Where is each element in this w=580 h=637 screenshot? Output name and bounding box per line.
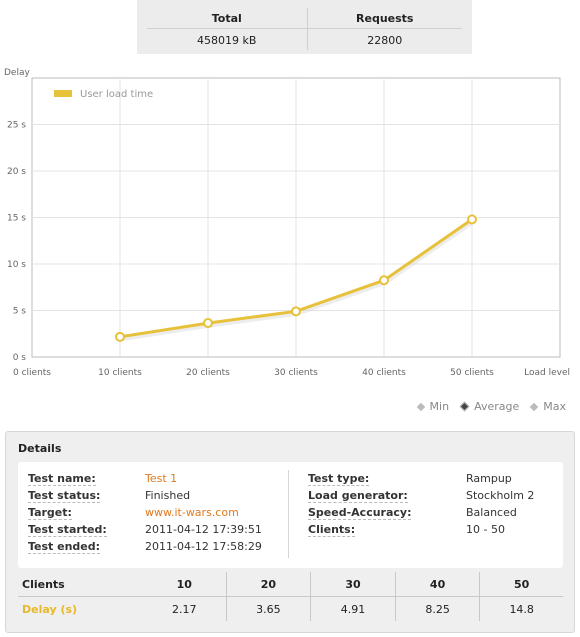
data-point (203, 318, 213, 329)
delay-chart: 0 s 5 s 10 s 15 s 20 s 25 s 0 clients 10 client… (0, 64, 580, 424)
delay-row: Delay (s) 2.17 3.65 4.91 8.25 14.8 (18, 596, 563, 621)
detail-label: Test name: (28, 472, 96, 486)
target-link[interactable]: www.it-wars.com (145, 506, 239, 519)
delay-cell: 8.25 (394, 596, 480, 621)
stats-table-wrap: Clients 10 20 30 40 50 Delay (s) 2.17 3.… (18, 572, 563, 621)
x-axis-label: Load level (524, 368, 570, 378)
detail-value: 2011-04-12 17:58:29 (145, 540, 262, 553)
detail-label: Clients: (308, 523, 356, 537)
clients-cell: 40 (394, 572, 480, 597)
detail-value: Balanced (466, 506, 517, 519)
x-tick-label: 0 clients (13, 368, 51, 378)
details-left-column: Test name: Test 1 Test status: Finished Ta… (28, 470, 262, 555)
details-title: Details (18, 442, 62, 455)
detail-label: Test ended: (28, 540, 101, 554)
delay-cell: 14.8 (479, 596, 563, 621)
toggle-average[interactable]: Average (459, 400, 520, 413)
data-point (291, 306, 301, 317)
chart-series-toggle: Min Average Max (416, 400, 566, 413)
detail-value: Rampup (466, 472, 512, 485)
diamond-icon (530, 402, 539, 411)
summary-value-requests: 22800 (367, 33, 403, 47)
clients-label: Clients (18, 572, 143, 597)
detail-label: Test type: (308, 472, 370, 486)
detail-value: Stockholm 2 (466, 489, 535, 502)
x-tick-label: 40 clients (362, 368, 406, 378)
details-right-column: Test type: Rampup Load generator: Stockhol… (308, 470, 534, 538)
detail-row: Test status: Finished (28, 487, 262, 504)
data-point (467, 214, 477, 225)
details-panel: Details Test name: Test 1 Test status: Fin… (5, 431, 575, 633)
clients-cell: 20 (225, 572, 311, 597)
summary-header-total: Total (147, 8, 308, 29)
delay-cell: 2.17 (172, 602, 197, 616)
diamond-icon (416, 402, 425, 411)
detail-value: 10 - 50 (466, 523, 505, 536)
detail-label: Speed-Accuracy: (308, 506, 412, 520)
summary-value-total: 458019 kB (147, 28, 308, 50)
data-point (379, 275, 389, 286)
delay-cell: 3.65 (225, 596, 311, 621)
details-info-box: Test name: Test 1 Test status: Finished Ta… (18, 462, 563, 568)
data-point (115, 331, 125, 342)
y-tick-label: 25 s (7, 121, 26, 131)
y-tick-label: 20 s (7, 167, 26, 177)
detail-label: Target: (28, 506, 72, 520)
delay-label: Delay (s) (22, 602, 78, 616)
y-axis-label: Delay (4, 68, 30, 78)
y-tick-label: 15 s (7, 214, 26, 224)
summary-header-requests: Requests (307, 8, 462, 29)
x-tick-label: 50 clients (450, 368, 494, 378)
stats-table: Clients 10 20 30 40 50 Delay (s) 2.17 3.… (18, 572, 563, 621)
detail-row: Test type: Rampup (308, 470, 534, 487)
detail-row: Test ended: 2011-04-12 17:58:29 (28, 538, 262, 555)
detail-value: Finished (145, 489, 191, 502)
detail-row: Test name: Test 1 (28, 470, 262, 487)
clients-row: Clients 10 20 30 40 50 (18, 572, 563, 597)
legend-label: User load time (80, 89, 153, 100)
detail-row: Load generator: Stockholm 2 (308, 487, 534, 504)
clients-cell: 50 (479, 572, 563, 597)
y-tick-label: 5 s (13, 307, 27, 317)
y-tick-label: 0 s (13, 353, 27, 363)
column-divider (288, 470, 289, 558)
toggle-max[interactable]: Max (530, 400, 566, 413)
legend-swatch (54, 90, 72, 97)
detail-row: Speed-Accuracy: Balanced (308, 504, 534, 521)
y-tick-label: 10 s (7, 260, 26, 270)
clients-cell: 10 (143, 572, 227, 597)
detail-label: Test started: (28, 523, 107, 537)
summary-table: Total Requests 458019 kB 22800 (147, 8, 462, 50)
x-tick-label: 30 clients (274, 368, 318, 378)
toggle-max-label: Max (543, 400, 566, 413)
detail-row: Target: www.it-wars.com (28, 504, 262, 521)
toggle-min-label: Min (429, 400, 450, 413)
test-name-link[interactable]: Test 1 (145, 472, 178, 485)
clients-cell: 30 (310, 572, 396, 597)
delay-cell: 4.91 (310, 596, 396, 621)
x-tick-label: 10 clients (98, 368, 142, 378)
summary-panel: Total Requests 458019 kB 22800 (137, 0, 472, 54)
toggle-average-label: Average (474, 400, 520, 413)
detail-label: Test status: (28, 489, 101, 503)
detail-label: Load generator: (308, 489, 408, 503)
x-tick-label: 20 clients (186, 368, 230, 378)
chart-svg: 0 s 5 s 10 s 15 s 20 s 25 s 0 clients 10 client… (4, 68, 570, 378)
diamond-icon (459, 401, 470, 412)
detail-row: Clients: 10 - 50 (308, 521, 534, 538)
detail-value: 2011-04-12 17:39:51 (145, 523, 262, 536)
detail-row: Test started: 2011-04-12 17:39:51 (28, 521, 262, 538)
toggle-min[interactable]: Min (416, 400, 450, 413)
